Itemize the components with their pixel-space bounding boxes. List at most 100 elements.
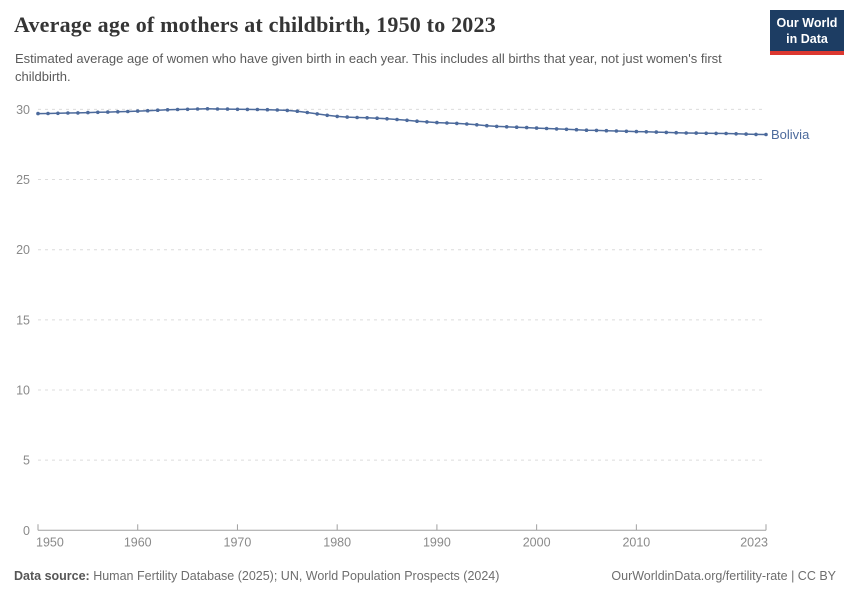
x-tick-label-1950: 1950: [36, 535, 64, 549]
data-point-2004[interactable]: [574, 127, 579, 132]
data-point-1968[interactable]: [215, 107, 220, 111]
data-point-1993[interactable]: [465, 122, 469, 126]
data-point-2010[interactable]: [634, 129, 639, 134]
data-point-2007[interactable]: [604, 128, 609, 133]
series-label-bolivia[interactable]: Bolivia: [771, 127, 810, 142]
data-point-2022[interactable]: [754, 132, 758, 137]
data-point-1961[interactable]: [145, 108, 150, 113]
data-point-1987[interactable]: [405, 118, 409, 123]
data-point-1994[interactable]: [475, 123, 479, 127]
data-point-1954[interactable]: [76, 111, 80, 115]
data-point-2017[interactable]: [704, 131, 708, 136]
data-point-1984[interactable]: [375, 116, 379, 120]
data-point-1978[interactable]: [315, 112, 320, 116]
x-tick-label-1990: 1990: [423, 535, 451, 549]
chart-svg: 0 5 10 15 20 25 30 1950 1960 1970 1980 1990 2000 2010…: [16, 103, 810, 549]
data-point-1996[interactable]: [494, 124, 499, 129]
data-point-1963[interactable]: [165, 108, 170, 112]
data-point-1986[interactable]: [395, 117, 399, 122]
data-point-1950[interactable]: [36, 111, 40, 116]
data-source-label: Data source:: [14, 569, 90, 583]
data-point-1955[interactable]: [86, 110, 90, 115]
data-point-1999[interactable]: [524, 125, 529, 130]
data-point-2005[interactable]: [584, 128, 589, 132]
data-point-1959[interactable]: [126, 109, 130, 114]
data-source-text: Human Fertility Database (2025); UN, Wor…: [89, 569, 500, 583]
data-point-1953[interactable]: [66, 111, 70, 115]
owid-logo: Our World in Data: [770, 10, 844, 55]
chart-subtitle: Estimated average age of women who have …: [15, 51, 722, 85]
data-point-1983[interactable]: [365, 116, 369, 120]
data-point-1998[interactable]: [514, 125, 519, 129]
data-point-1957[interactable]: [106, 110, 110, 114]
data-point-2020[interactable]: [734, 132, 738, 136]
data-point-2000[interactable]: [534, 126, 539, 130]
data-point-2008[interactable]: [614, 129, 619, 133]
data-point-1992[interactable]: [455, 121, 459, 126]
data-point-2001[interactable]: [544, 126, 549, 131]
license-link[interactable]: OurWorldinData.org/fertility-rate | CC B…: [611, 569, 836, 583]
data-point-1973[interactable]: [265, 107, 270, 112]
data-point-2002[interactable]: [554, 127, 559, 131]
data-point-2016[interactable]: [694, 131, 698, 135]
y-tick-label-0: 0: [23, 524, 30, 538]
data-point-2006[interactable]: [594, 128, 599, 133]
data-point-1966[interactable]: [195, 107, 200, 111]
data-point-1974[interactable]: [275, 108, 280, 112]
data-point-1991[interactable]: [445, 121, 449, 125]
data-point-1975[interactable]: [285, 108, 290, 113]
data-point-2023[interactable]: [764, 132, 768, 137]
x-tick-label-1980: 1980: [323, 535, 351, 549]
data-point-1990[interactable]: [435, 120, 439, 125]
data-point-2009[interactable]: [624, 129, 629, 134]
data-point-1951[interactable]: [46, 111, 50, 116]
data-point-1972[interactable]: [255, 107, 260, 112]
data-source: Data source: Human Fertility Database (2…: [14, 569, 499, 583]
data-point-2019[interactable]: [724, 131, 728, 136]
data-point-1989[interactable]: [425, 120, 429, 124]
y-tick-label-20: 20: [16, 243, 30, 257]
data-point-2012[interactable]: [654, 130, 659, 134]
data-point-1956[interactable]: [96, 110, 100, 115]
x-tick-label-1970: 1970: [224, 535, 252, 549]
data-point-2015[interactable]: [684, 131, 688, 135]
data-point-1976[interactable]: [295, 109, 300, 113]
data-point-1981[interactable]: [345, 115, 350, 119]
data-point-1988[interactable]: [415, 119, 419, 123]
data-point-1967[interactable]: [205, 107, 210, 111]
data-point-1977[interactable]: [305, 110, 310, 115]
data-point-1969[interactable]: [225, 107, 230, 111]
x-tick-label-2000: 2000: [523, 535, 551, 549]
data-point-1997[interactable]: [504, 125, 509, 129]
owid-logo-line2: in Data: [786, 32, 828, 46]
data-point-2014[interactable]: [674, 130, 678, 135]
data-point-1952[interactable]: [56, 111, 60, 116]
line-chart[interactable]: 0 5 10 15 20 25 30 1950 1960 1970 1980 1990 2000 2010…: [0, 95, 850, 560]
chart-footer: Data source: Human Fertility Database (2…: [14, 569, 836, 583]
x-tick-label-1960: 1960: [124, 535, 152, 549]
data-point-1980[interactable]: [335, 114, 340, 119]
data-point-1965[interactable]: [185, 107, 190, 112]
y-tick-label-30: 30: [16, 103, 30, 117]
data-point-1982[interactable]: [355, 115, 359, 120]
data-point-1962[interactable]: [155, 108, 160, 112]
x-tick-label-2010: 2010: [622, 535, 650, 549]
data-point-1960[interactable]: [135, 109, 140, 113]
data-point-2003[interactable]: [564, 127, 569, 132]
y-tick-label-25: 25: [16, 173, 30, 187]
page-title: Average age of mothers at childbirth, 19…: [14, 12, 496, 37]
data-point-1958[interactable]: [116, 110, 120, 114]
data-point-1964[interactable]: [175, 107, 180, 112]
data-point-1995[interactable]: [485, 123, 489, 128]
data-point-2013[interactable]: [664, 130, 669, 135]
data-point-1985[interactable]: [385, 117, 389, 121]
data-point-2011[interactable]: [644, 130, 649, 134]
data-point-2021[interactable]: [744, 132, 748, 136]
data-point-1971[interactable]: [245, 107, 250, 112]
data-point-1979[interactable]: [325, 113, 330, 118]
x-tick-label-2023: 2023: [740, 535, 768, 549]
y-tick-label-5: 5: [23, 454, 30, 468]
data-point-1970[interactable]: [235, 107, 240, 112]
data-point-2018[interactable]: [714, 131, 718, 136]
y-tick-label-15: 15: [16, 313, 30, 327]
